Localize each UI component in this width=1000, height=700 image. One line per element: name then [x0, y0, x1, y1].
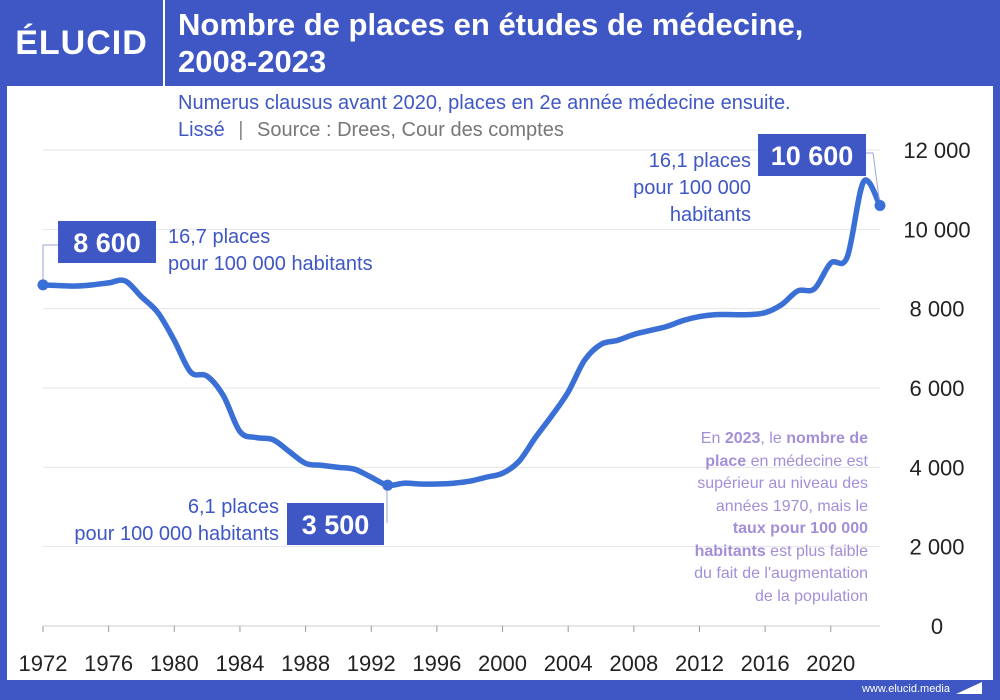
x-tick-label: 1988	[281, 651, 330, 676]
chart-note-line: supérieur au niveau des	[697, 475, 868, 492]
annotation-minimum-text: 6,1 places	[188, 496, 279, 518]
chart-note-line: de la population	[755, 587, 868, 605]
chart-source-line: Lissé | Source : Drees, Cour des comptes	[178, 117, 564, 143]
footer-url[interactable]: www.elucid.media	[861, 683, 950, 695]
x-tick-label: 2000	[478, 651, 527, 676]
source-separator: |	[238, 119, 244, 141]
header-bar: ÉLUCID Nombre de places en études de méd…	[0, 0, 1000, 86]
annotation-minimum-text: pour 100 000 habitants	[74, 523, 279, 545]
x-tick-label: 1976	[84, 651, 133, 676]
chart-note: En 2023, le nombre de place en médecine e…	[640, 428, 868, 608]
elucid-logo: ÉLUCID	[15, 23, 148, 62]
chart-note-line: du fait de l'augmentation	[694, 565, 868, 582]
x-axis-ticks: 1972 1976 1980 1984 1988 1992 1996 2000 2004 2008…	[19, 625, 880, 676]
x-tick-label: 2012	[675, 651, 724, 676]
x-tick-label: 1980	[150, 651, 199, 676]
gridlines	[43, 149, 880, 548]
x-tick-label: 1972	[19, 651, 68, 676]
series-layer	[40, 177, 883, 489]
x-tick-label: 1984	[215, 651, 264, 676]
annotation-start-leader	[42, 244, 58, 286]
chart-note-line: taux pour 100 000	[732, 520, 868, 537]
annotation-end-text: 16,1 places	[649, 150, 751, 172]
y-tick-label: 4 000	[909, 455, 964, 480]
chart-note-line: habitants est plus faible	[694, 542, 868, 560]
annotation-start-text: pour 100 000 habitants	[168, 253, 373, 275]
annotations-layer: 8 600 16,7 places pour 100 000 habitants 3 …	[37, 134, 886, 545]
chart-title: Nombre de places en études de médecine, …	[178, 6, 978, 80]
chart-note-line: En 2023, le nombre de	[700, 430, 868, 447]
source-label: Source : Drees, Cour des comptes	[257, 119, 564, 141]
chart-panel	[7, 86, 993, 680]
series-line	[40, 177, 883, 489]
annotation-start-point	[37, 279, 49, 291]
annotation-end-badge-label: 10 600	[771, 141, 854, 171]
y-tick-label: 10 000	[903, 217, 970, 242]
annotation-start-badge-label: 8 600	[73, 228, 141, 258]
annotation-start-badge	[58, 221, 156, 263]
annotation-end-text: habitants	[670, 204, 751, 226]
annotation-end-text: pour 100 000	[633, 177, 751, 199]
x-tick-label: 2004	[544, 651, 593, 676]
annotation-end-leader	[866, 152, 881, 206]
annotation-minimum-point	[382, 479, 394, 491]
chart-subtitle: Numerus clausus avant 2020, places en 2e…	[178, 92, 791, 114]
annotation-start-text: 16,7 places	[168, 226, 270, 248]
chart-title-line2: 2008-2023	[178, 44, 327, 79]
y-tick-label: 6 000	[909, 376, 964, 401]
y-tick-label: 0	[931, 614, 943, 639]
y-axis-ticks: 0 2 000 4 000 6 000 8 000 10 000 12 000	[903, 138, 970, 639]
chart-note-line: place en médecine est	[705, 452, 868, 470]
y-tick-label: 12 000	[903, 138, 970, 163]
annotation-minimum-badge	[287, 503, 384, 545]
elucid-arrow-icon	[956, 682, 982, 694]
x-tick-label: 2020	[806, 651, 855, 676]
logo-divider	[163, 0, 165, 86]
x-tick-label: 2016	[741, 651, 790, 676]
y-tick-label: 8 000	[909, 297, 964, 322]
annotation-end-point	[874, 200, 886, 212]
x-tick-label: 2008	[609, 651, 658, 676]
annotation-minimum-badge-label: 3 500	[302, 510, 370, 540]
chart-title-line1: Nombre de places en études de médecine,	[178, 7, 804, 42]
y-tick-label: 2 000	[909, 535, 964, 560]
x-tick-label: 1996	[412, 651, 461, 676]
chart-note-line: années 1970, mais le	[715, 497, 868, 515]
smoothing-label: Lissé	[178, 119, 225, 141]
x-tick-label: 1992	[347, 651, 396, 676]
annotation-end-badge	[758, 134, 866, 176]
